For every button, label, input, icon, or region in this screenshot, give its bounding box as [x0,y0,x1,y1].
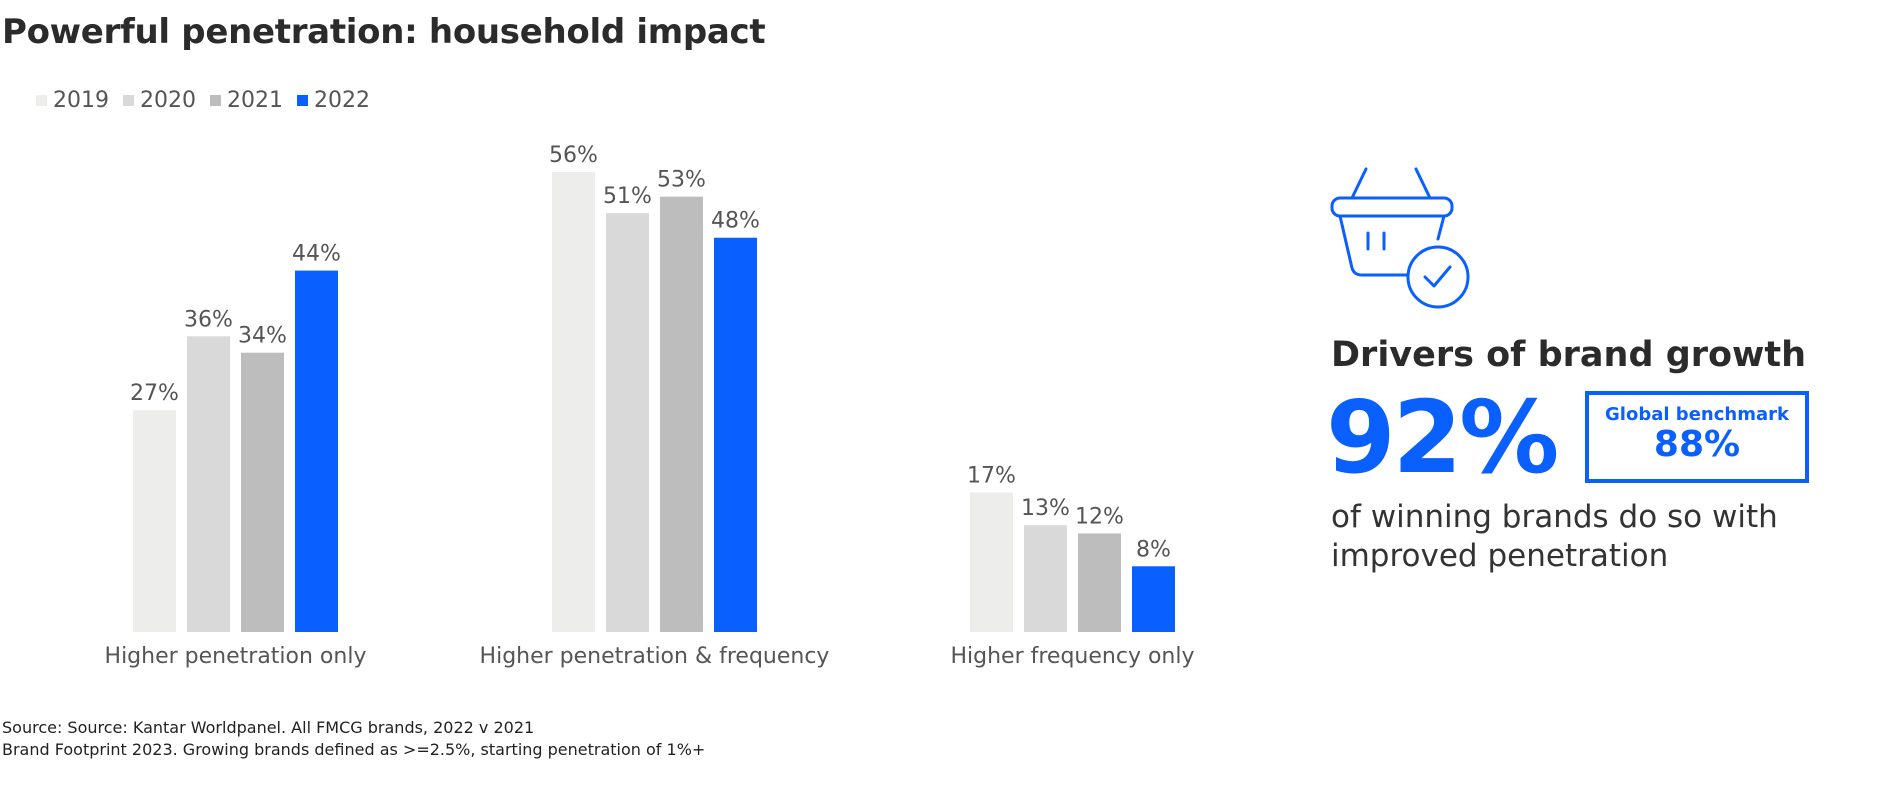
data-label-2020-3: 13% [1021,496,1070,521]
legend-label-2020: 2020 [140,88,196,113]
source-line-1: Source: Source: Kantar Worldpanel. All F… [2,718,535,737]
data-label-2021-3: 12% [1075,504,1124,529]
category-label-1: Higher penetration only [105,644,367,669]
bar-2022-1 [295,270,338,632]
legend-swatch-2019 [36,95,47,106]
shopping-basket-check-icon [1330,167,1470,309]
bar-2021-1 [241,352,284,632]
big-stat-value: 92% [1326,379,1559,496]
drivers-heading: Drivers of brand growth [1331,335,1807,375]
legend-item-2021: 2021 [210,88,283,113]
chart-legend: 2019 2020 2021 2022 [36,88,370,113]
legend-swatch-2022 [297,95,308,106]
benchmark-box: Global benchmark 88% [1585,391,1809,483]
category-label-3: Higher frequency only [950,644,1194,669]
bar-2019-3 [970,492,1013,632]
stat-description: of winning brands do so with improved pe… [1331,499,1778,574]
legend-item-2019: 2019 [36,88,109,113]
bar-2020-3 [1024,525,1067,632]
bar-2019-1 [133,410,176,632]
bar-2021-2 [660,196,703,632]
bar-2022-3 [1132,566,1175,632]
bar-2020-1 [187,336,230,632]
data-label-2019-3: 17% [967,463,1016,488]
data-label-2022-3: 8% [1136,537,1171,562]
source-note: Source: Source: Kantar Worldpanel. All F… [2,717,705,761]
data-label-2021-2: 53% [657,168,706,193]
legend-item-2022: 2022 [297,88,370,113]
data-label-2020-1: 36% [184,307,233,332]
legend-label-2022: 2022 [314,88,370,113]
legend-swatch-2020 [123,95,134,106]
data-label-2019-2: 56% [549,143,598,168]
data-label-2022-1: 44% [292,242,341,267]
benchmark-label: Global benchmark [1605,404,1789,425]
bar-chart: 27% 36%34% 44% Higher penetration only 56%51… [105,143,1195,669]
legend-label-2021: 2021 [227,88,283,113]
bar-2022-2 [714,237,757,632]
data-label-2021-1: 34% [238,324,287,349]
bar-2021-3 [1078,533,1121,632]
page-title: Powerful penetration: household impact [2,12,766,52]
data-label-2020-2: 51% [603,184,652,209]
source-line-2: Brand Footprint 2023. Growing brands def… [2,740,706,759]
benchmark-value: 88% [1653,424,1741,465]
data-label-2019-1: 27% [130,381,179,406]
legend-item-2020: 2020 [123,88,196,113]
legend-swatch-2021 [210,95,221,106]
bar-2020-2 [606,213,649,633]
bar-2019-2 [552,172,595,632]
category-label-2: Higher penetration & frequency [480,644,830,669]
legend-label-2019: 2019 [53,88,109,113]
data-label-2022-2: 48% [711,209,760,234]
